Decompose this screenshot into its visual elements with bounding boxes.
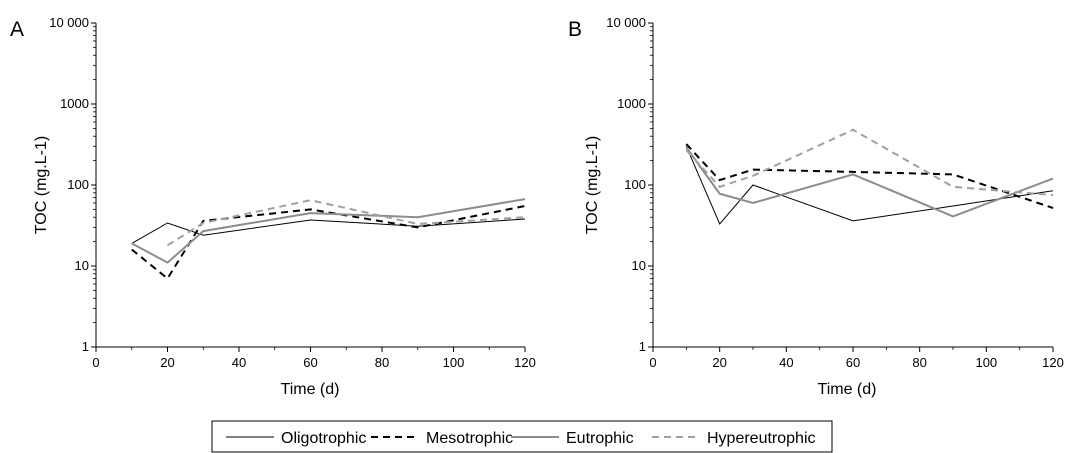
panel-a-y-tick-label: 10: [75, 258, 89, 273]
legend: Oligotrophic Mesotrophic Eutrophic Hypereut…: [211, 420, 833, 453]
panel-a-label: A: [10, 18, 24, 41]
panel-a-x-tick-label: 60: [303, 355, 317, 370]
panel-a-y-tick-label: 1: [82, 339, 89, 354]
panel-a-y-tick-label: 100: [67, 177, 89, 192]
panel-b-x-tick-label: 20: [712, 355, 726, 370]
legend-label-mesotrophic: Mesotrophic: [426, 430, 513, 447]
legend-label-oligotrophic: Oligotrophic: [281, 430, 366, 447]
panel-b-x-tick-label: 120: [1042, 355, 1064, 370]
panel-b-series-hypereutrophic: [685, 128, 1054, 197]
panel-b-y-tick-label: 10 000: [606, 15, 646, 30]
panel-b-x-tick-label: 0: [649, 355, 656, 370]
panel-a-x-tick-label: 40: [232, 355, 246, 370]
panel-a-x-tick-label: 100: [443, 355, 465, 370]
legend-label-eutrophic: Eutrophic: [566, 430, 634, 447]
legend-label-hypereutrophic: Hypereutrophic: [707, 430, 816, 447]
panel-a-series-eutrophic: [131, 198, 526, 264]
panel-b-x-tick-label: 60: [846, 355, 860, 370]
panel-b-y-tick-label: 100: [624, 177, 646, 192]
panel-a-y-tick-label: 1000: [60, 96, 89, 111]
panel-b-y-axis-title: TOC (mg.L-1): [584, 136, 601, 234]
panel-a-x-tick-label: 80: [375, 355, 389, 370]
panel-b-x-tick-label: 100: [975, 355, 997, 370]
panel-b-x-axis-title: Time (d): [818, 381, 877, 398]
panel-b-x-tick-label: 40: [779, 355, 793, 370]
panel-b-series-oligotrophic: [685, 146, 1054, 225]
panel-a-y-axis-title: TOC (mg.L-1): [33, 136, 50, 234]
panel-a-x-axis-title: Time (d): [281, 381, 340, 398]
panel-b-x-tick-label: 80: [912, 355, 926, 370]
panel-b-y-tick-label: 1: [639, 339, 646, 354]
panel-a-series-oligotrophic: [131, 218, 526, 244]
panel-a-x-tick-label: 120: [514, 355, 536, 370]
panel-b-label: B: [568, 18, 582, 41]
panel-b-series-mesotrophic: [685, 143, 1054, 209]
panel-b-y-tick-label: 1000: [617, 96, 646, 111]
panel-a-y-tick-label: 10 000: [49, 15, 89, 30]
panel-a-x-tick-label: 20: [160, 355, 174, 370]
panel-b-y-tick-label: 10: [632, 258, 646, 273]
panel-b-series-eutrophic: [685, 146, 1054, 218]
panel-a-x-tick-label: 0: [92, 355, 99, 370]
panel-a-series-hypereutrophic: [166, 199, 526, 247]
